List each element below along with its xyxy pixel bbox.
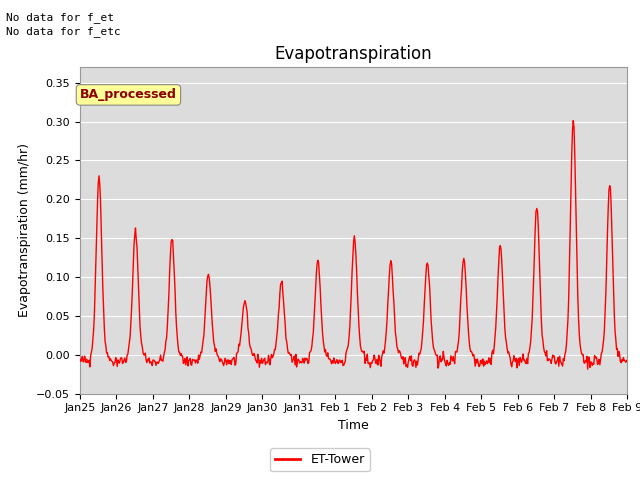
Legend: ET-Tower: ET-Tower <box>270 448 370 471</box>
Text: No data for f_etc: No data for f_etc <box>6 26 121 37</box>
Y-axis label: Evapotranspiration (mm/hr): Evapotranspiration (mm/hr) <box>18 144 31 317</box>
Text: No data for f_et: No data for f_et <box>6 12 115 23</box>
Text: BA_processed: BA_processed <box>80 88 177 101</box>
X-axis label: Time: Time <box>338 419 369 432</box>
Title: Evapotranspiration: Evapotranspiration <box>275 45 433 63</box>
